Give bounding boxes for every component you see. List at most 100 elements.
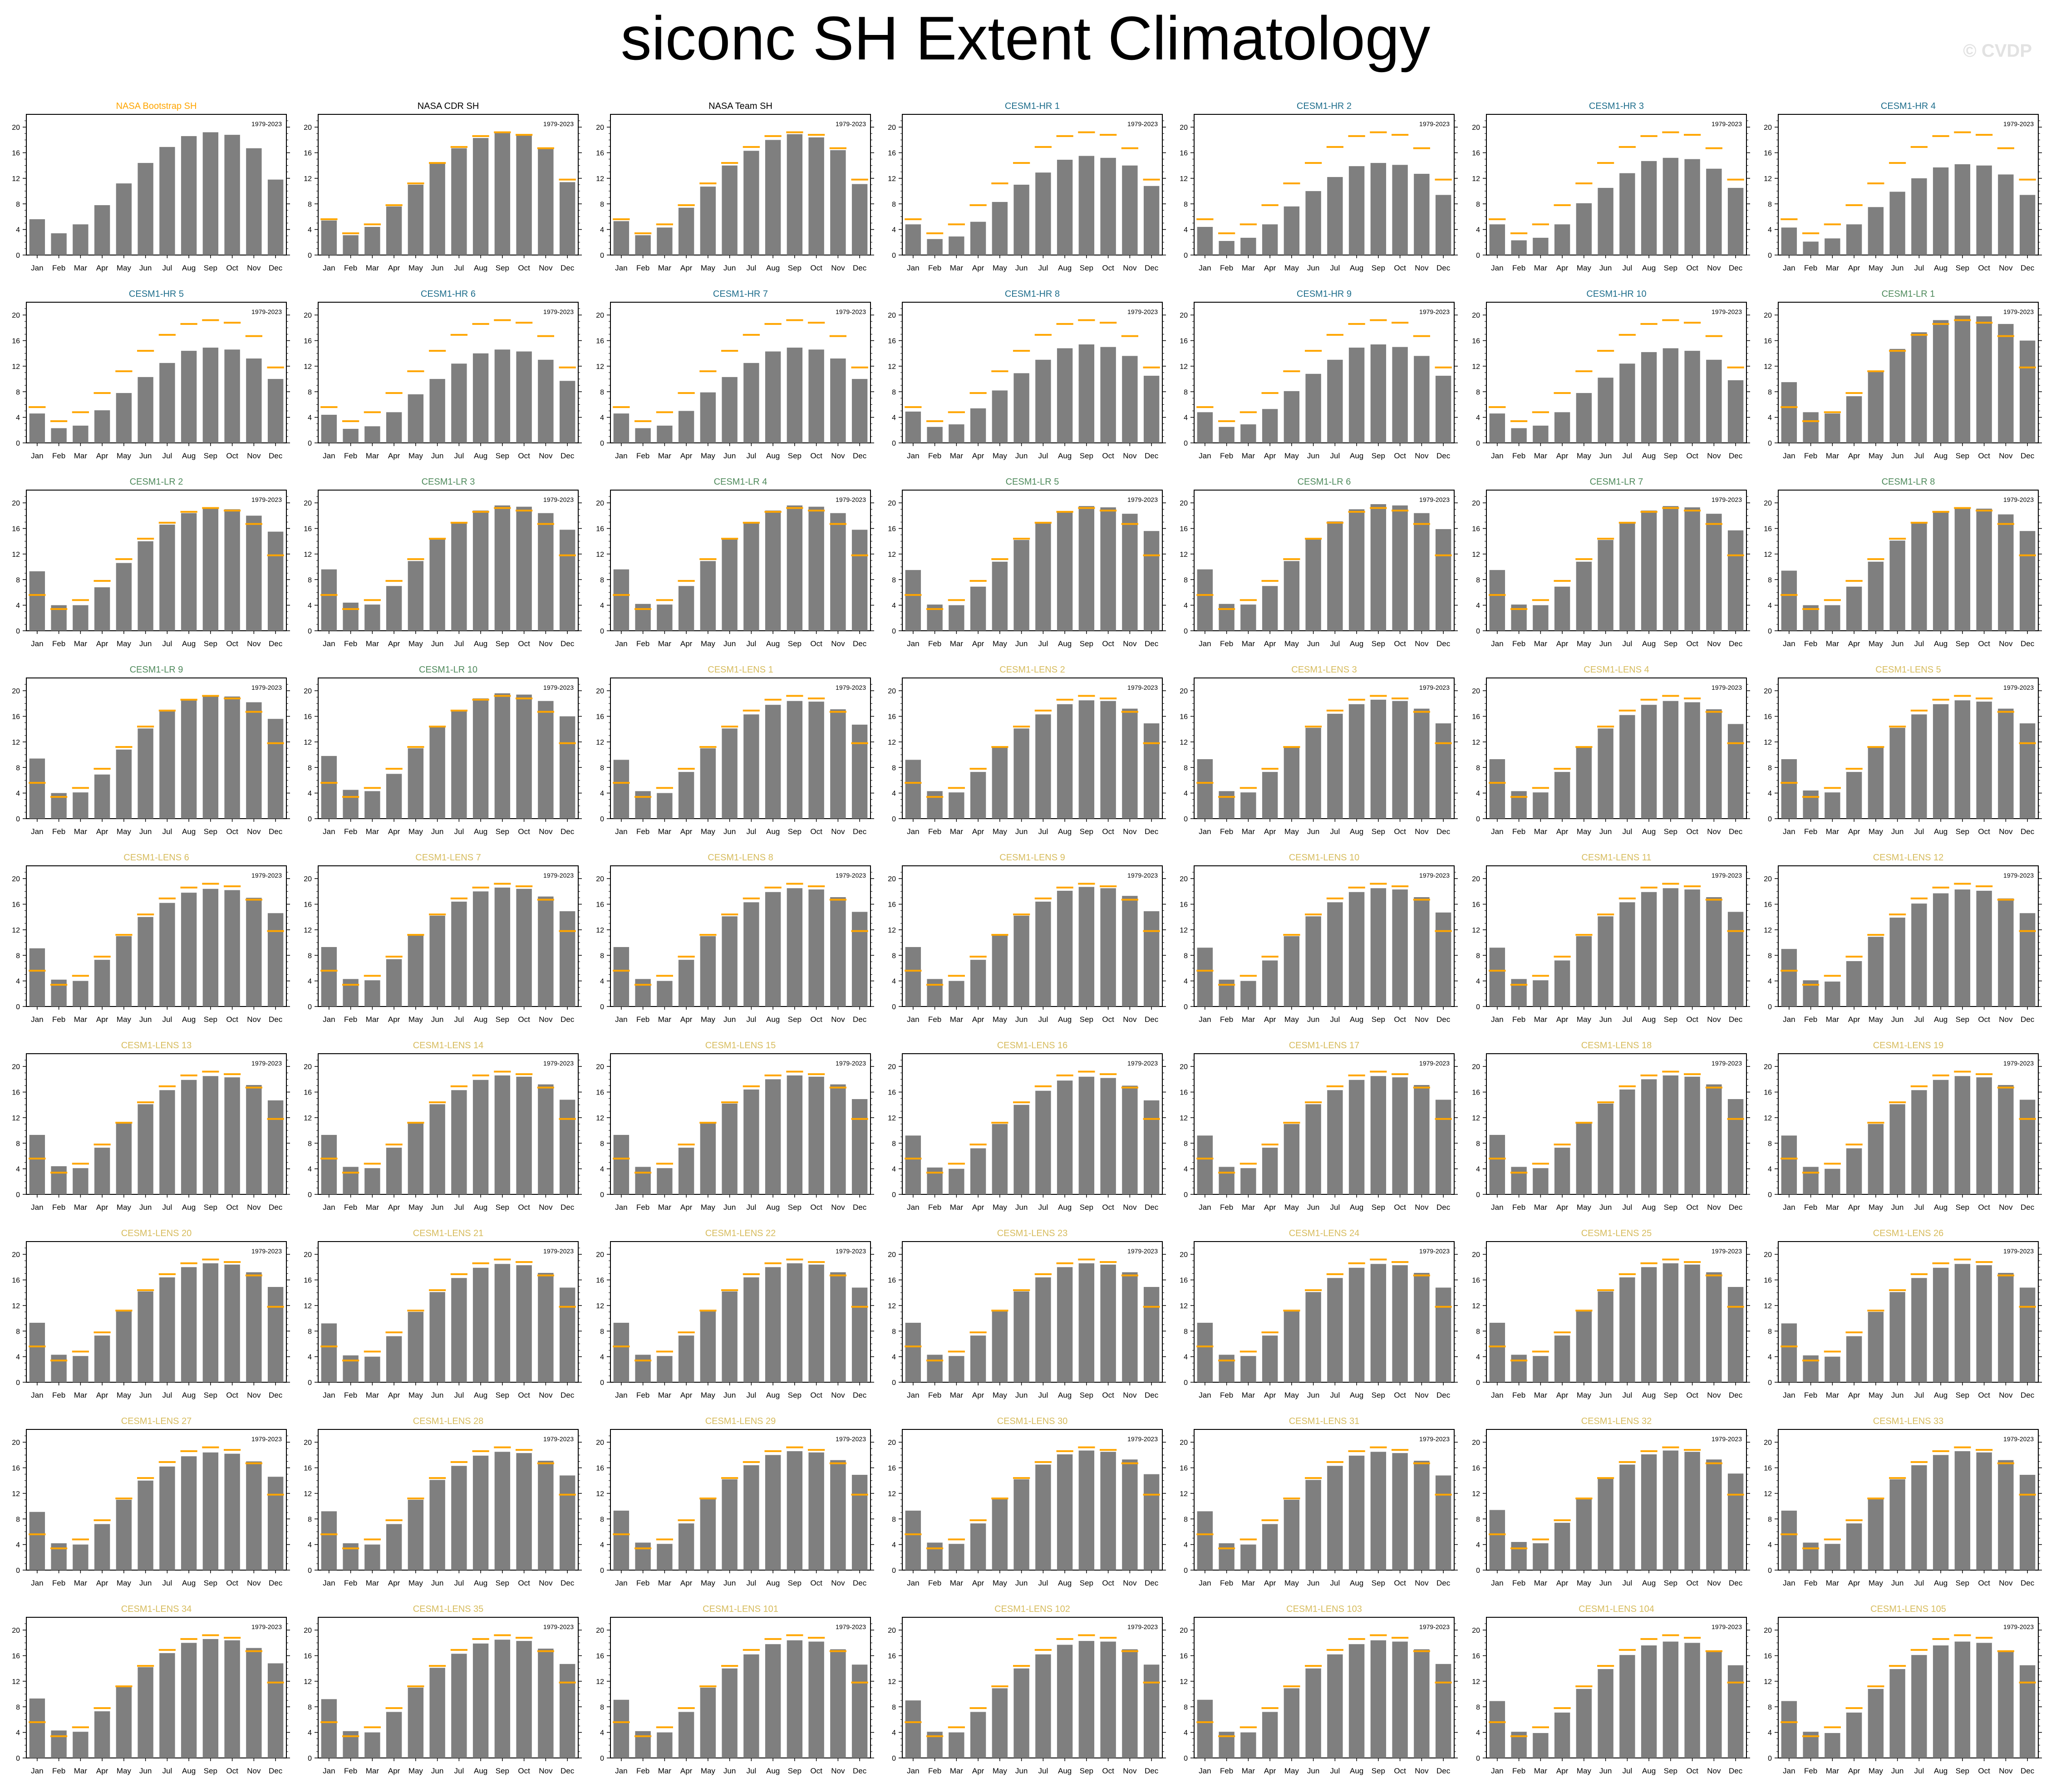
y-tick-label: 4 — [308, 414, 312, 422]
bar — [970, 1335, 986, 1382]
x-tick-label: Jun — [1891, 639, 1903, 648]
x-tick-label: Jun — [1307, 827, 1319, 836]
bar — [267, 719, 284, 819]
y-tick-label: 8 — [1768, 388, 1772, 396]
x-tick-label: Mar — [1534, 639, 1548, 648]
bar — [386, 206, 402, 255]
x-tick-label: May — [408, 264, 423, 272]
panel-title: CESM1-HR 4 — [1881, 101, 1936, 111]
panel-title: CESM1-LENS 11 — [1581, 853, 1651, 863]
bar — [1598, 728, 1613, 819]
x-tick-label: Jul — [747, 639, 757, 648]
y-tick-label: 20 — [596, 687, 604, 695]
y-tick-label: 0 — [308, 1191, 312, 1199]
x-tick-label: Jan — [615, 639, 627, 648]
bar — [1846, 396, 1862, 443]
y-tick-label: 16 — [1180, 901, 1188, 909]
x-tick-label: Sep — [496, 827, 509, 836]
bar — [1305, 539, 1321, 631]
period-label: 1979-2023 — [543, 120, 574, 128]
bar — [1554, 586, 1570, 631]
x-tick-label: Jul — [1330, 264, 1340, 272]
x-tick-label: Dec — [269, 1203, 283, 1212]
bar — [1781, 570, 1797, 631]
bar — [1662, 506, 1679, 631]
x-tick-label: Oct — [1102, 452, 1114, 460]
x-tick-label: Jan — [1199, 452, 1211, 460]
bar — [1305, 1292, 1321, 1382]
y-tick-label: 16 — [596, 525, 604, 533]
x-tick-label: Jul — [162, 264, 172, 272]
bar — [1998, 1273, 2014, 1382]
x-tick-label: Jun — [139, 639, 152, 648]
x-tick-label: May — [1869, 1015, 1884, 1024]
bar — [538, 1084, 554, 1194]
bar — [678, 207, 694, 255]
period-label: 1979-2023 — [1127, 120, 1158, 128]
bar — [1846, 1336, 1862, 1382]
x-tick-label: Apr — [972, 827, 984, 836]
bar — [1143, 531, 1160, 631]
x-tick-label: Apr — [1556, 1391, 1569, 1399]
x-tick-label: Feb — [1220, 639, 1233, 648]
x-tick-label: Jun — [1307, 639, 1319, 648]
bar — [181, 136, 197, 255]
x-tick-label: Jul — [162, 827, 172, 836]
bar — [29, 1322, 45, 1382]
bar — [1122, 165, 1138, 255]
bar — [538, 1273, 554, 1382]
y-tick-label: 12 — [888, 363, 896, 371]
bar — [1240, 1168, 1256, 1194]
x-tick-label: Feb — [1512, 1203, 1525, 1212]
y-tick-label: 0 — [892, 1379, 896, 1387]
y-tick-label: 0 — [308, 252, 312, 260]
y-tick-label: 0 — [1184, 815, 1188, 823]
x-tick-label: Jul — [1038, 827, 1048, 836]
bar — [538, 896, 554, 1006]
bar — [494, 505, 511, 631]
bar — [700, 1123, 716, 1194]
x-tick-label: Jun — [1599, 1391, 1612, 1399]
x-tick-label: Jul — [454, 452, 464, 460]
bar — [202, 132, 219, 255]
y-tick-label: 8 — [1768, 201, 1772, 208]
x-tick-label: Feb — [1512, 1015, 1525, 1024]
x-tick-label: Apr — [680, 264, 693, 272]
bar — [1511, 428, 1527, 443]
x-tick-label: Jan — [1783, 639, 1795, 648]
bar — [1240, 792, 1256, 819]
x-tick-label: Apr — [96, 1391, 108, 1399]
x-tick-label: Aug — [1058, 264, 1072, 272]
y-tick-label: 16 — [304, 338, 312, 345]
panel-title: CESM1-LENS 3 — [1291, 665, 1357, 675]
bar — [1662, 348, 1679, 443]
x-tick-label: Jun — [1307, 1391, 1319, 1399]
bar — [246, 148, 262, 255]
x-tick-label: Apr — [96, 1203, 108, 1212]
x-tick-label: Jan — [31, 1203, 43, 1212]
x-tick-label: Oct — [1978, 1391, 1990, 1399]
bar — [905, 947, 921, 1006]
bar — [1284, 747, 1300, 819]
y-tick-label: 12 — [1764, 551, 1772, 559]
bar — [808, 349, 824, 443]
x-tick-label: Oct — [1102, 827, 1114, 836]
x-tick-label: Feb — [1512, 827, 1525, 836]
x-tick-label: Jun — [1599, 827, 1612, 836]
bar — [1825, 238, 1840, 255]
panel-title: CESM1-LR 7 — [1590, 477, 1643, 487]
bar — [905, 224, 921, 255]
bar — [246, 1272, 262, 1382]
y-tick-label: 12 — [888, 551, 896, 559]
x-tick-label: Sep — [1956, 1391, 1969, 1399]
y-tick-label: 8 — [892, 952, 896, 960]
x-tick-label: Feb — [1804, 639, 1817, 648]
x-tick-label: May — [993, 452, 1008, 460]
bar — [472, 1267, 489, 1382]
bar — [321, 220, 337, 255]
x-tick-label: Jun — [1015, 1203, 1028, 1212]
x-tick-label: Aug — [1642, 264, 1656, 272]
bar — [722, 377, 738, 443]
y-tick-label: 8 — [892, 576, 896, 584]
